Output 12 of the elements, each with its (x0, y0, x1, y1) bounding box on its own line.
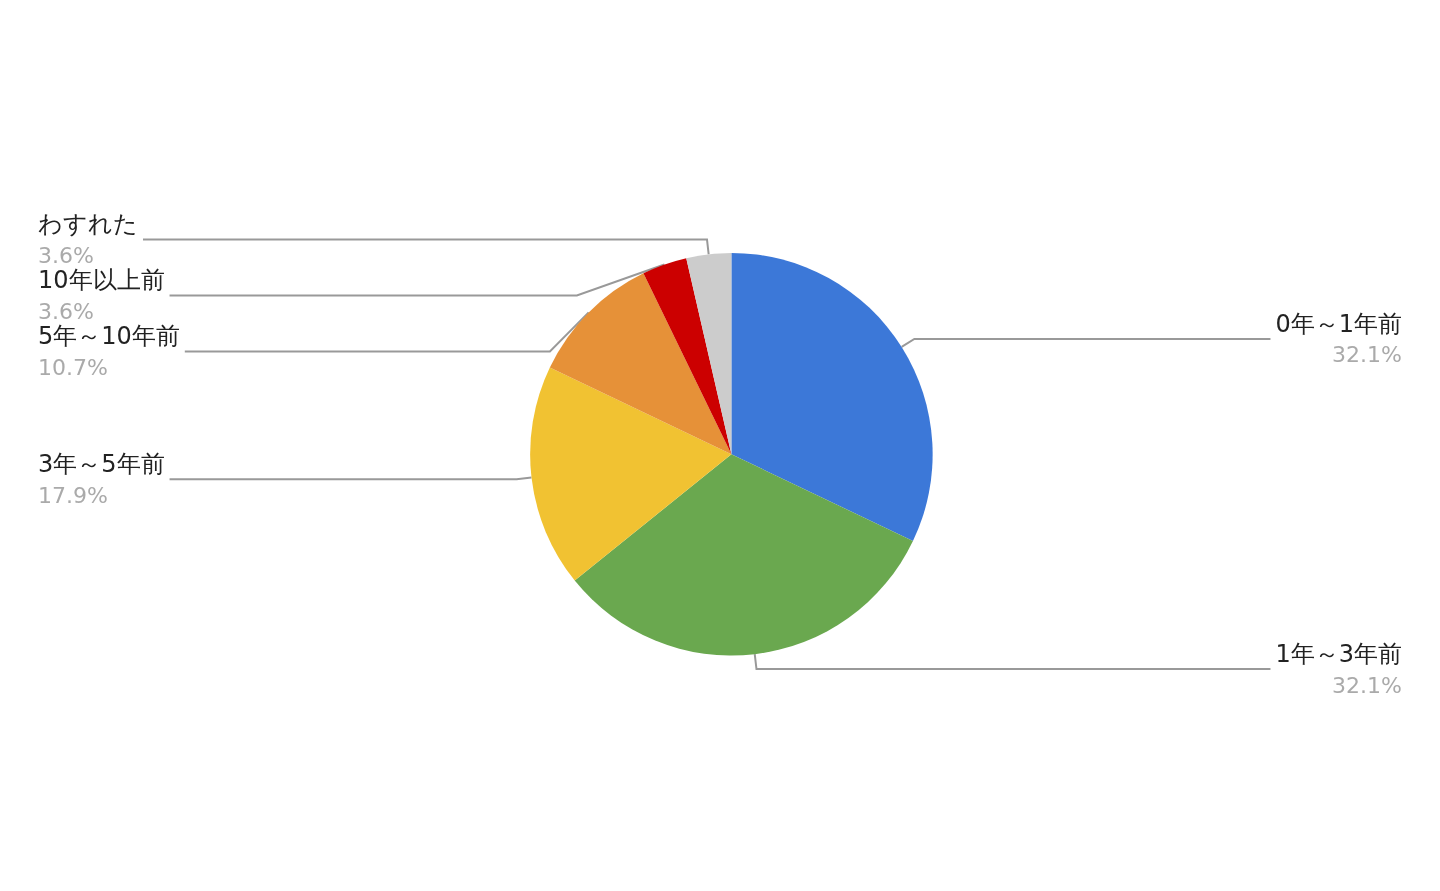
data-label: 10.7% (38, 354, 108, 380)
data-label: 32.1% (1332, 672, 1402, 698)
slice-label: 0年～1年前 (1275, 309, 1402, 338)
data-label: 32.1% (1332, 342, 1402, 368)
slice-label: 1年～3年前 (1275, 640, 1402, 669)
slice-label: 3年～5年前 (38, 450, 165, 479)
data-label: 17.9% (38, 482, 108, 508)
slice-label: 10年以上前 (38, 266, 165, 295)
slice-label: わすれた (38, 210, 138, 239)
slice-label: 5年～10年前 (38, 322, 180, 351)
data-label: 3.6% (38, 242, 94, 268)
data-label: 3.6% (38, 298, 94, 324)
